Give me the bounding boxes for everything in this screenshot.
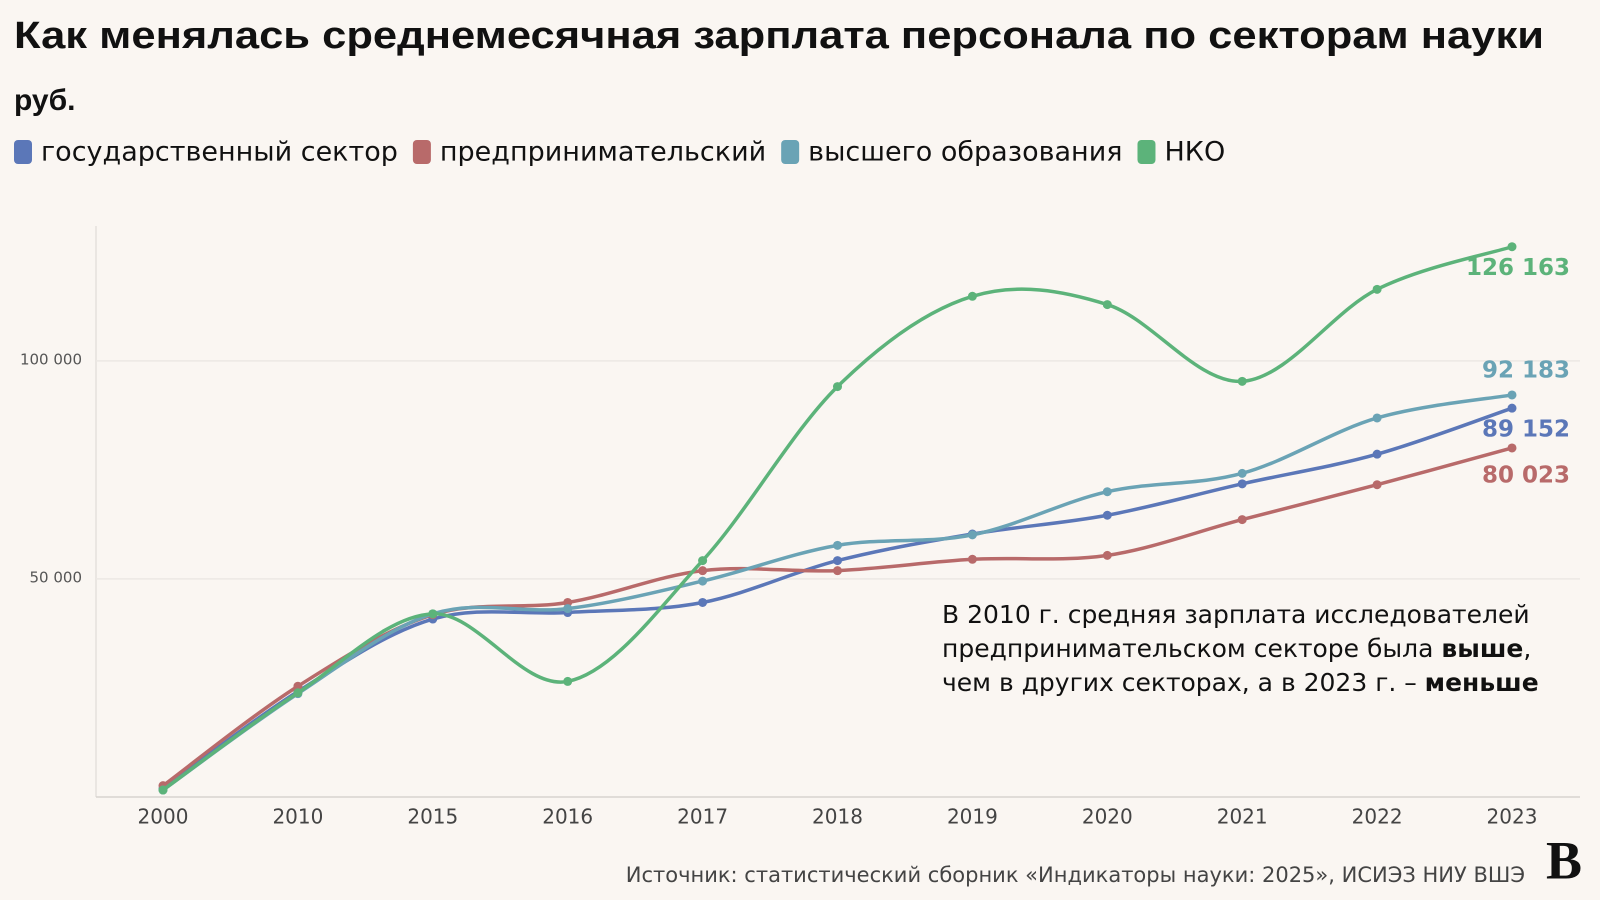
point bbox=[698, 556, 708, 566]
legend-swatch bbox=[1137, 140, 1156, 164]
legend-swatch bbox=[14, 140, 32, 164]
value-label: 126 163 bbox=[1466, 255, 1570, 281]
point bbox=[1372, 480, 1382, 490]
point bbox=[158, 785, 168, 795]
annotation-bold: выше bbox=[1441, 634, 1524, 663]
value-label: 89 152 bbox=[1482, 417, 1570, 443]
legend-label: государственный сектор bbox=[41, 137, 398, 168]
point bbox=[1102, 300, 1112, 310]
point bbox=[1372, 449, 1382, 459]
point bbox=[428, 609, 438, 619]
x-tick-label: 2015 bbox=[407, 805, 458, 829]
annotation-bold: меньше bbox=[1424, 668, 1539, 697]
point bbox=[1237, 376, 1247, 386]
point bbox=[1102, 487, 1112, 497]
value-label: 80 023 bbox=[1482, 462, 1570, 488]
point bbox=[833, 556, 842, 566]
point bbox=[1102, 510, 1112, 520]
point bbox=[293, 688, 303, 698]
x-tick-label: 2023 bbox=[1487, 805, 1538, 829]
x-tick-label: 2022 bbox=[1352, 805, 1403, 829]
annotation-text: предпринимательском секторе была bbox=[942, 634, 1442, 663]
logo: В bbox=[1546, 830, 1582, 890]
x-tick-label: 2016 bbox=[542, 805, 593, 829]
point bbox=[1507, 390, 1517, 400]
point bbox=[1102, 550, 1112, 560]
annotation: В 2010 г. средняя зарплата исследователе… bbox=[942, 598, 1539, 700]
point bbox=[1237, 479, 1247, 489]
y-tick-label: 100 000 bbox=[20, 350, 82, 368]
chart-title: Как менялась среднемесячная зарплата пер… bbox=[14, 15, 1544, 57]
point bbox=[1507, 242, 1517, 252]
legend-label: высшего образования bbox=[808, 137, 1122, 168]
point bbox=[698, 597, 708, 607]
annotation-text: чем в других секторах, а в 2023 г. – bbox=[942, 668, 1425, 697]
annotation-text: , bbox=[1523, 634, 1532, 663]
x-tick-label: 2020 bbox=[1082, 805, 1133, 829]
point bbox=[1372, 413, 1382, 423]
point bbox=[698, 566, 708, 576]
point bbox=[563, 604, 573, 614]
point bbox=[1507, 403, 1517, 413]
x-tick-label: 2019 bbox=[947, 805, 998, 829]
point bbox=[1372, 284, 1382, 294]
legend-label: НКО bbox=[1164, 137, 1225, 168]
legend-swatch bbox=[781, 140, 800, 164]
x-tick-label: 2000 bbox=[138, 805, 189, 829]
series-line bbox=[161, 393, 1513, 792]
point bbox=[1507, 443, 1517, 453]
point bbox=[698, 576, 708, 586]
point bbox=[293, 681, 303, 691]
chart-subtitle: руб. bbox=[14, 84, 75, 117]
point bbox=[563, 676, 573, 686]
series-line bbox=[161, 245, 1513, 792]
x-tick-label: 2010 bbox=[272, 805, 323, 829]
point bbox=[967, 530, 977, 540]
legend-swatch bbox=[412, 140, 431, 164]
point bbox=[1237, 515, 1247, 525]
point bbox=[833, 566, 842, 576]
legend-label: предпринимательский bbox=[440, 137, 766, 168]
point bbox=[833, 540, 842, 550]
y-tick-label: 50 000 bbox=[30, 568, 83, 586]
annotation-text: В 2010 г. средняя зарплата исследователе… bbox=[942, 600, 1530, 629]
x-tick-label: 2018 bbox=[812, 805, 863, 829]
point bbox=[1237, 468, 1247, 478]
point bbox=[967, 554, 977, 564]
x-tick-label: 2021 bbox=[1217, 805, 1268, 829]
x-tick-label: 2017 bbox=[677, 805, 728, 829]
source: Источник: статистический сборник «Индика… bbox=[626, 863, 1525, 887]
point bbox=[833, 382, 842, 392]
value-label: 92 183 bbox=[1482, 357, 1570, 383]
point bbox=[967, 291, 977, 301]
